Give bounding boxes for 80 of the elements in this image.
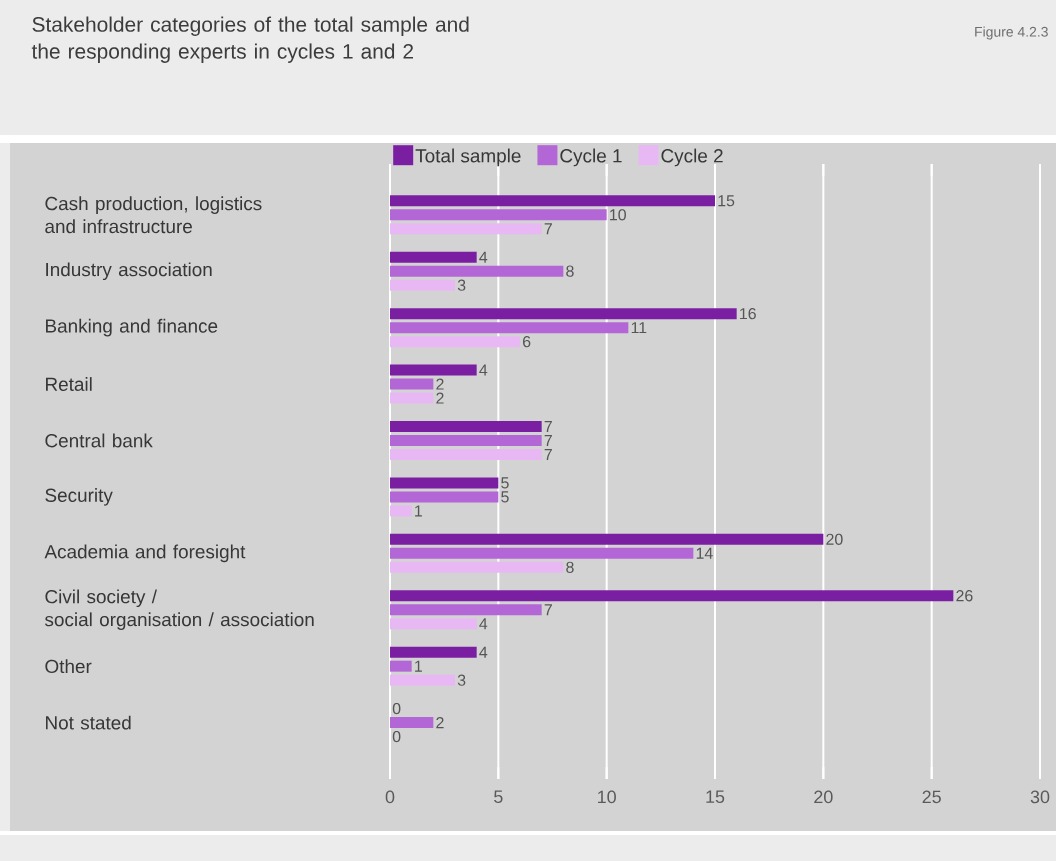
x-tick-label: 20 <box>814 790 833 804</box>
data-label: 1 <box>415 505 422 517</box>
bar <box>390 392 434 404</box>
y-tick-label: Academia and foresight <box>44 544 246 563</box>
x-tick-label: 15 <box>706 790 725 804</box>
bar <box>390 209 607 221</box>
bar <box>390 547 694 559</box>
bar <box>390 336 520 348</box>
data-label: 10 <box>610 209 626 221</box>
data-label: 20 <box>826 533 843 545</box>
data-label: 14 <box>696 547 713 559</box>
data-label: 4 <box>479 364 488 376</box>
data-label: 6 <box>523 335 531 348</box>
legend-label: Cycle 1 <box>560 148 622 167</box>
data-label: 5 <box>501 477 509 489</box>
bar <box>390 420 542 432</box>
x-tick-label: 5 <box>494 790 503 804</box>
data-label: 2 <box>436 717 444 729</box>
data-label: 15 <box>718 195 735 207</box>
data-label: 2 <box>436 378 444 390</box>
bar <box>390 308 737 320</box>
y-tick-label: Cash production, logistics and infrastructure <box>45 196 262 234</box>
data-label: 7 <box>544 448 552 460</box>
data-label: 26 <box>956 590 973 602</box>
bar <box>390 660 412 672</box>
data-label: 2 <box>436 392 444 404</box>
bar <box>390 717 434 729</box>
data-label: 16 <box>740 307 756 320</box>
y-tick-label: Not stated <box>46 715 131 730</box>
data-label: 0 <box>392 730 401 743</box>
bar <box>390 265 564 277</box>
bar <box>390 195 715 207</box>
data-label: 8 <box>566 561 574 573</box>
caption: Figure 4.2.3 <box>975 26 1048 40</box>
data-label: 4 <box>479 618 488 630</box>
x-tick-label: 0 <box>385 790 395 804</box>
y-tick-label: Civil society / social organisation / association <box>45 589 314 631</box>
chart-title: Stakeholder categories of the total sample and the responding experts in cycles 1 and 2 <box>31 16 469 63</box>
bar <box>390 590 954 602</box>
bar <box>390 533 824 545</box>
data-label: 3 <box>457 279 466 291</box>
data-label: 3 <box>457 674 466 686</box>
data-label: 7 <box>544 434 552 446</box>
y-tick-label: Central bank <box>45 433 153 448</box>
bar <box>390 505 412 517</box>
bar <box>390 364 477 376</box>
x-tick-label: 10 <box>598 790 616 804</box>
bar <box>390 674 455 686</box>
y-tick-label: Banking and finance <box>46 318 218 337</box>
data-label: 4 <box>479 646 488 658</box>
y-tick-label: Industry association <box>46 262 212 281</box>
y-tick-label: Security <box>45 488 113 506</box>
bar <box>390 434 542 446</box>
bar <box>390 561 564 573</box>
data-label: 7 <box>544 604 552 616</box>
bar <box>390 646 477 658</box>
y-tick-label: Other <box>45 659 92 674</box>
bar <box>390 322 629 334</box>
data-label: 7 <box>544 223 552 235</box>
x-tick-label: 30 <box>1030 790 1050 804</box>
bar <box>390 279 455 291</box>
bar <box>390 448 542 460</box>
bar <box>390 378 434 390</box>
data-label: 4 <box>479 251 488 263</box>
bar <box>390 618 477 630</box>
y-tick-label: Retail <box>46 377 92 391</box>
data-label: 11 <box>631 322 647 334</box>
data-label: 5 <box>501 491 509 503</box>
bar <box>390 251 477 263</box>
legend-label: Total sample <box>415 148 521 167</box>
data-label: 0 <box>392 702 401 715</box>
x-tick-label: 25 <box>922 790 941 804</box>
bar <box>390 604 542 616</box>
bar <box>390 491 499 503</box>
data-label: 1 <box>415 660 422 672</box>
legend-label: Cycle 2 <box>661 148 723 167</box>
data-label: 8 <box>566 265 574 277</box>
bar <box>390 223 542 235</box>
bar <box>390 477 499 489</box>
data-label: 7 <box>544 420 552 432</box>
